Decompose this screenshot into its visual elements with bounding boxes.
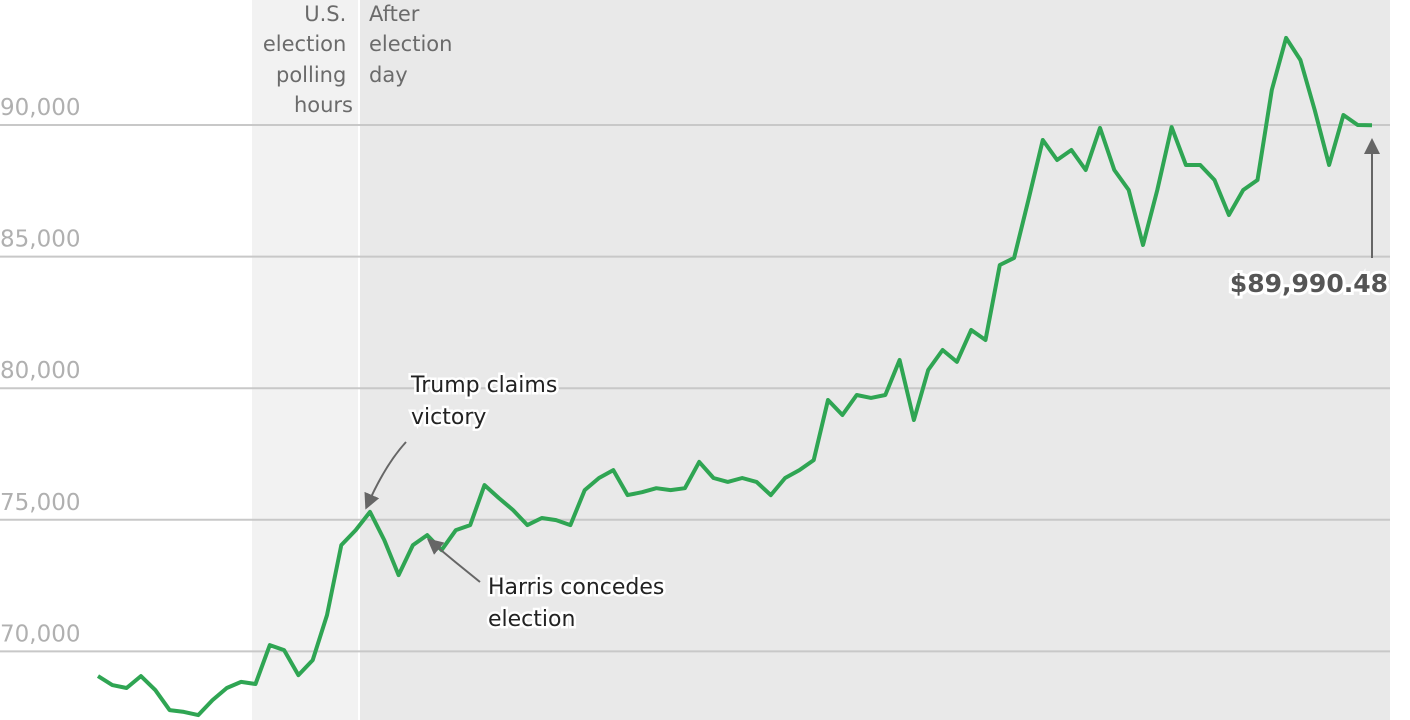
trump-arrow xyxy=(364,441,407,510)
polling-hours-region xyxy=(252,0,358,720)
after-election-label: After election day xyxy=(369,2,459,87)
price-line xyxy=(96,35,1373,718)
final-price-label: $89,990.48 xyxy=(1230,269,1388,298)
harris-arrow xyxy=(426,538,481,583)
y-tick-label: 75,000 xyxy=(0,490,80,516)
trump-claims-victory-annotation: Trump claims victory xyxy=(410,373,564,430)
y-tick-label: 85,000 xyxy=(0,227,80,253)
after-election-region xyxy=(360,0,1390,720)
y-tick-label: 70,000 xyxy=(0,621,80,647)
polling-hours-label: U.S. election polling hours xyxy=(263,2,353,117)
harris-concedes-annotation: Harris concedes election xyxy=(488,575,671,632)
y-tick-label: 80,000 xyxy=(0,358,80,384)
y-tick-label: 90,000 xyxy=(0,95,80,121)
